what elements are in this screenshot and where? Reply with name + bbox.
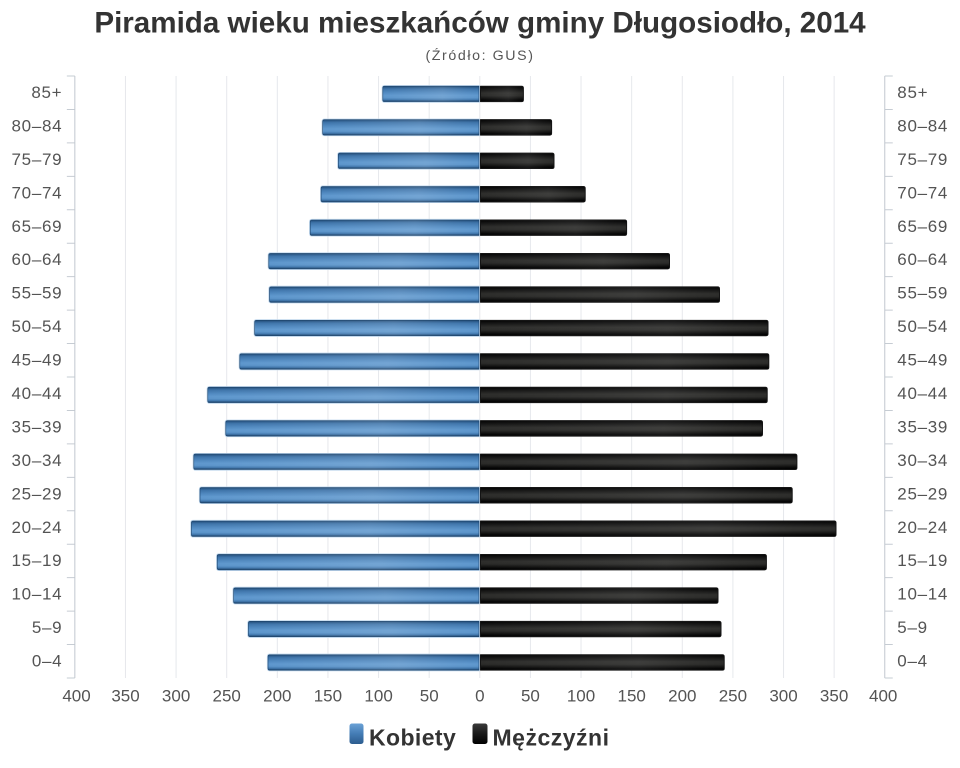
svg-text:30–34: 30–34 <box>12 451 63 470</box>
svg-text:30–34: 30–34 <box>897 451 948 470</box>
svg-text:85+: 85+ <box>897 83 928 102</box>
svg-text:10–14: 10–14 <box>12 585 63 604</box>
svg-text:45–49: 45–49 <box>12 351 63 370</box>
svg-text:5–9: 5–9 <box>897 618 927 637</box>
svg-text:55–59: 55–59 <box>12 284 63 303</box>
svg-text:80–84: 80–84 <box>897 116 948 135</box>
svg-text:25–29: 25–29 <box>12 484 63 503</box>
svg-text:70–74: 70–74 <box>12 183 63 202</box>
svg-text:Mężczyźni: Mężczyźni <box>493 725 610 751</box>
svg-text:150: 150 <box>618 687 646 706</box>
svg-text:400: 400 <box>62 687 90 706</box>
svg-text:Kobiety: Kobiety <box>369 725 456 751</box>
svg-text:80–84: 80–84 <box>12 116 63 135</box>
svg-text:100: 100 <box>567 687 595 706</box>
svg-text:50: 50 <box>521 687 540 706</box>
svg-text:40–44: 40–44 <box>12 384 63 403</box>
svg-text:0–4: 0–4 <box>32 652 62 671</box>
svg-text:100: 100 <box>364 687 392 706</box>
svg-text:150: 150 <box>314 687 342 706</box>
svg-text:60–64: 60–64 <box>897 250 948 269</box>
svg-text:200: 200 <box>668 687 696 706</box>
svg-text:35–39: 35–39 <box>897 417 948 436</box>
svg-text:20–24: 20–24 <box>12 518 63 537</box>
svg-text:85+: 85+ <box>31 83 62 102</box>
svg-text:40–44: 40–44 <box>897 384 948 403</box>
svg-text:350: 350 <box>111 687 139 706</box>
svg-text:5–9: 5–9 <box>32 618 62 637</box>
svg-text:55–59: 55–59 <box>897 284 948 303</box>
svg-text:65–69: 65–69 <box>12 217 63 236</box>
svg-text:250: 250 <box>719 687 747 706</box>
svg-text:10–14: 10–14 <box>897 585 948 604</box>
svg-text:200: 200 <box>263 687 291 706</box>
svg-text:45–49: 45–49 <box>897 351 948 370</box>
svg-text:25–29: 25–29 <box>897 484 948 503</box>
svg-text:50–54: 50–54 <box>12 317 63 336</box>
svg-text:75–79: 75–79 <box>12 150 63 169</box>
svg-text:35–39: 35–39 <box>12 417 63 436</box>
svg-text:250: 250 <box>213 687 241 706</box>
svg-text:350: 350 <box>820 687 848 706</box>
svg-text:400: 400 <box>869 687 897 706</box>
svg-text:75–79: 75–79 <box>897 150 948 169</box>
svg-text:20–24: 20–24 <box>897 518 948 537</box>
svg-text:50: 50 <box>420 687 439 706</box>
svg-text:Piramida wieku mieszkańców gmi: Piramida wieku mieszkańców gminy Długosi… <box>94 7 866 40</box>
svg-text:60–64: 60–64 <box>12 250 63 269</box>
svg-text:15–19: 15–19 <box>897 551 948 570</box>
svg-text:0: 0 <box>475 687 484 706</box>
svg-text:300: 300 <box>162 687 190 706</box>
svg-text:50–54: 50–54 <box>897 317 948 336</box>
svg-text:70–74: 70–74 <box>897 183 948 202</box>
svg-text:65–69: 65–69 <box>897 217 948 236</box>
svg-text:0–4: 0–4 <box>897 652 927 671</box>
svg-text:(Źródło: GUS): (Źródło: GUS) <box>425 47 534 64</box>
svg-text:300: 300 <box>769 687 797 706</box>
svg-text:15–19: 15–19 <box>12 551 63 570</box>
